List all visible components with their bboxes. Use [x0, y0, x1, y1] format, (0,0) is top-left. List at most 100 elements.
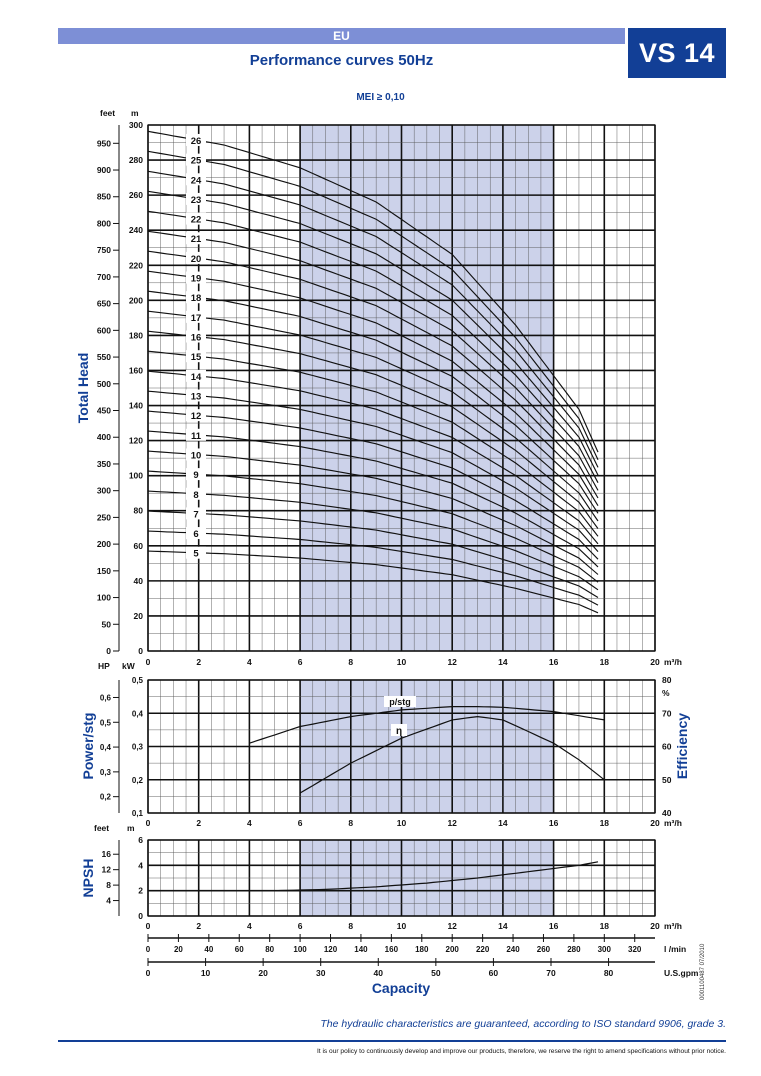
- npsh-y-tick-feet: 12: [102, 865, 112, 875]
- power-x-tick: 20: [650, 818, 660, 828]
- head-curve-label-bg-18: [186, 291, 206, 304]
- head-y-tick-feet: 750: [97, 245, 111, 255]
- head-curve-25: [147, 150, 599, 461]
- head-y-tick-feet: 50: [102, 619, 112, 629]
- head-curve-label-24: 24: [191, 175, 202, 186]
- head-y-tick-feet: 700: [97, 272, 111, 282]
- efficiency-curve-label: η: [396, 726, 402, 737]
- head-curve-label-6: 6: [193, 529, 198, 540]
- usgpm-tick-label: 30: [316, 968, 326, 978]
- npsh-x-tick: 18: [600, 921, 610, 931]
- lmin-unit: l /min: [664, 944, 686, 954]
- power-x-tick: 4: [247, 818, 252, 828]
- head-curve-9: [147, 470, 599, 583]
- head-y-tick-m: 0: [138, 646, 143, 656]
- head-curve-label-bg-13: [186, 389, 206, 402]
- guarantee-note: The hydraulic characteristics are guaran…: [320, 1018, 726, 1030]
- npsh-y-tick-m: 4: [138, 860, 143, 870]
- npsh-x-tick: 6: [298, 921, 303, 931]
- head-curve-label-bg-25: [186, 153, 206, 166]
- lmin-tick-label: 80: [265, 945, 274, 954]
- power-y-tick-kw: 0,1: [132, 809, 144, 818]
- head-x-tick: 16: [549, 657, 559, 667]
- head-curve-12: [147, 410, 599, 560]
- head-curve-label-12: 12: [191, 411, 202, 422]
- npsh-unit-m: m: [127, 823, 135, 833]
- head-y-tick-feet: 100: [97, 593, 111, 603]
- power-y-tick-kw: 0,3: [132, 743, 144, 752]
- power-y-tick-eff: 40: [662, 808, 672, 818]
- head-curve-20: [147, 250, 599, 499]
- head-curve-7: [147, 510, 599, 598]
- head-x-tick: 10: [397, 657, 407, 667]
- head-curve-label-20: 20: [191, 254, 202, 265]
- power-x-tick: 10: [397, 818, 407, 828]
- head-curve-label-bg-23: [186, 192, 206, 205]
- head-curve-label-bg-20: [186, 251, 206, 264]
- head-curve-label-bg-21: [186, 232, 206, 245]
- head-curve-label-bg-19: [186, 271, 206, 284]
- head-curve-label-7: 7: [193, 509, 198, 520]
- head-y-tick-m: 260: [129, 190, 143, 200]
- head-x-tick: 14: [498, 657, 508, 667]
- head-y-tick-m: 280: [129, 155, 143, 165]
- npsh-y-tick-m: 6: [138, 835, 143, 845]
- head-curve-label-13: 13: [191, 391, 202, 402]
- npsh-y-tick-feet: 4: [106, 896, 111, 906]
- head-y-tick-m: 300: [129, 120, 143, 130]
- head-curve-label-bg-12: [186, 409, 206, 422]
- head-y-tick-feet: 800: [97, 218, 111, 228]
- head-curve-15: [147, 350, 599, 537]
- head-y-tick-feet: 250: [97, 512, 111, 522]
- head-curve-label-22: 22: [191, 215, 202, 226]
- lmin-tick-label: 100: [293, 945, 307, 954]
- head-y-tick-m: 140: [129, 401, 143, 411]
- npsh-y-tick-m: 2: [138, 886, 143, 896]
- head-x-tick: 4: [247, 657, 252, 667]
- footer-divider: [58, 1040, 726, 1042]
- lmin-tick-label: 180: [415, 945, 429, 954]
- head-curve-11: [147, 430, 599, 568]
- head-curve-10: [147, 450, 599, 575]
- lmin-tick-label: 40: [204, 945, 213, 954]
- power-y-tick-hp: 0,6: [100, 693, 112, 702]
- head-curve-26: [147, 130, 599, 453]
- power-x-tick: 16: [549, 818, 559, 828]
- head-curve-label-23: 23: [191, 195, 202, 206]
- head-curve-label-16: 16: [191, 333, 202, 344]
- head-curve-label-bg-8: [186, 487, 206, 500]
- power-y-tick-hp: 0,5: [100, 718, 112, 727]
- efficiency-curve: [299, 715, 605, 794]
- head-curve-8: [147, 490, 599, 591]
- head-y-tick-m: 160: [129, 365, 143, 375]
- efficiency-axis-title: Efficiency: [674, 713, 690, 779]
- usgpm-tick-label: 50: [431, 968, 441, 978]
- head-curve-label-bg-17: [186, 310, 206, 323]
- policy-note: It is our policy to continuously develop…: [316, 1048, 726, 1055]
- head-curve-label-5: 5: [193, 549, 199, 560]
- head-y-tick-feet: 550: [97, 352, 111, 362]
- usgpm-tick-label: 70: [546, 968, 556, 978]
- lmin-tick-label: 120: [324, 945, 338, 954]
- head-frame: [147, 124, 656, 652]
- head-curve-label-bg-14: [186, 369, 206, 382]
- usgpm-unit: U.S.gpm: [664, 968, 699, 978]
- head-curve-label-17: 17: [191, 313, 202, 324]
- head-curve-label-8: 8: [193, 490, 198, 501]
- power-x-unit: m³/h: [664, 818, 682, 828]
- power-x-tick: 8: [348, 818, 353, 828]
- usgpm-tick-label: 10: [201, 968, 211, 978]
- head-curve-label-bg-22: [186, 212, 206, 225]
- power-curve: [249, 706, 605, 744]
- npsh-x-tick: 4: [247, 921, 252, 931]
- head-curve-label-bg-24: [186, 173, 206, 186]
- head-curve-label-19: 19: [191, 274, 202, 285]
- head-curve-label-bg-6: [186, 527, 206, 540]
- npsh-x-tick: 16: [549, 921, 559, 931]
- lmin-tick-label: 20: [174, 945, 183, 954]
- power-y-tick-kw: 0,4: [132, 709, 144, 718]
- head-y-tick-m: 180: [129, 330, 143, 340]
- head-x-tick: 8: [348, 657, 353, 667]
- lmin-tick-label: 0: [146, 945, 151, 954]
- head-curve-19: [147, 270, 599, 507]
